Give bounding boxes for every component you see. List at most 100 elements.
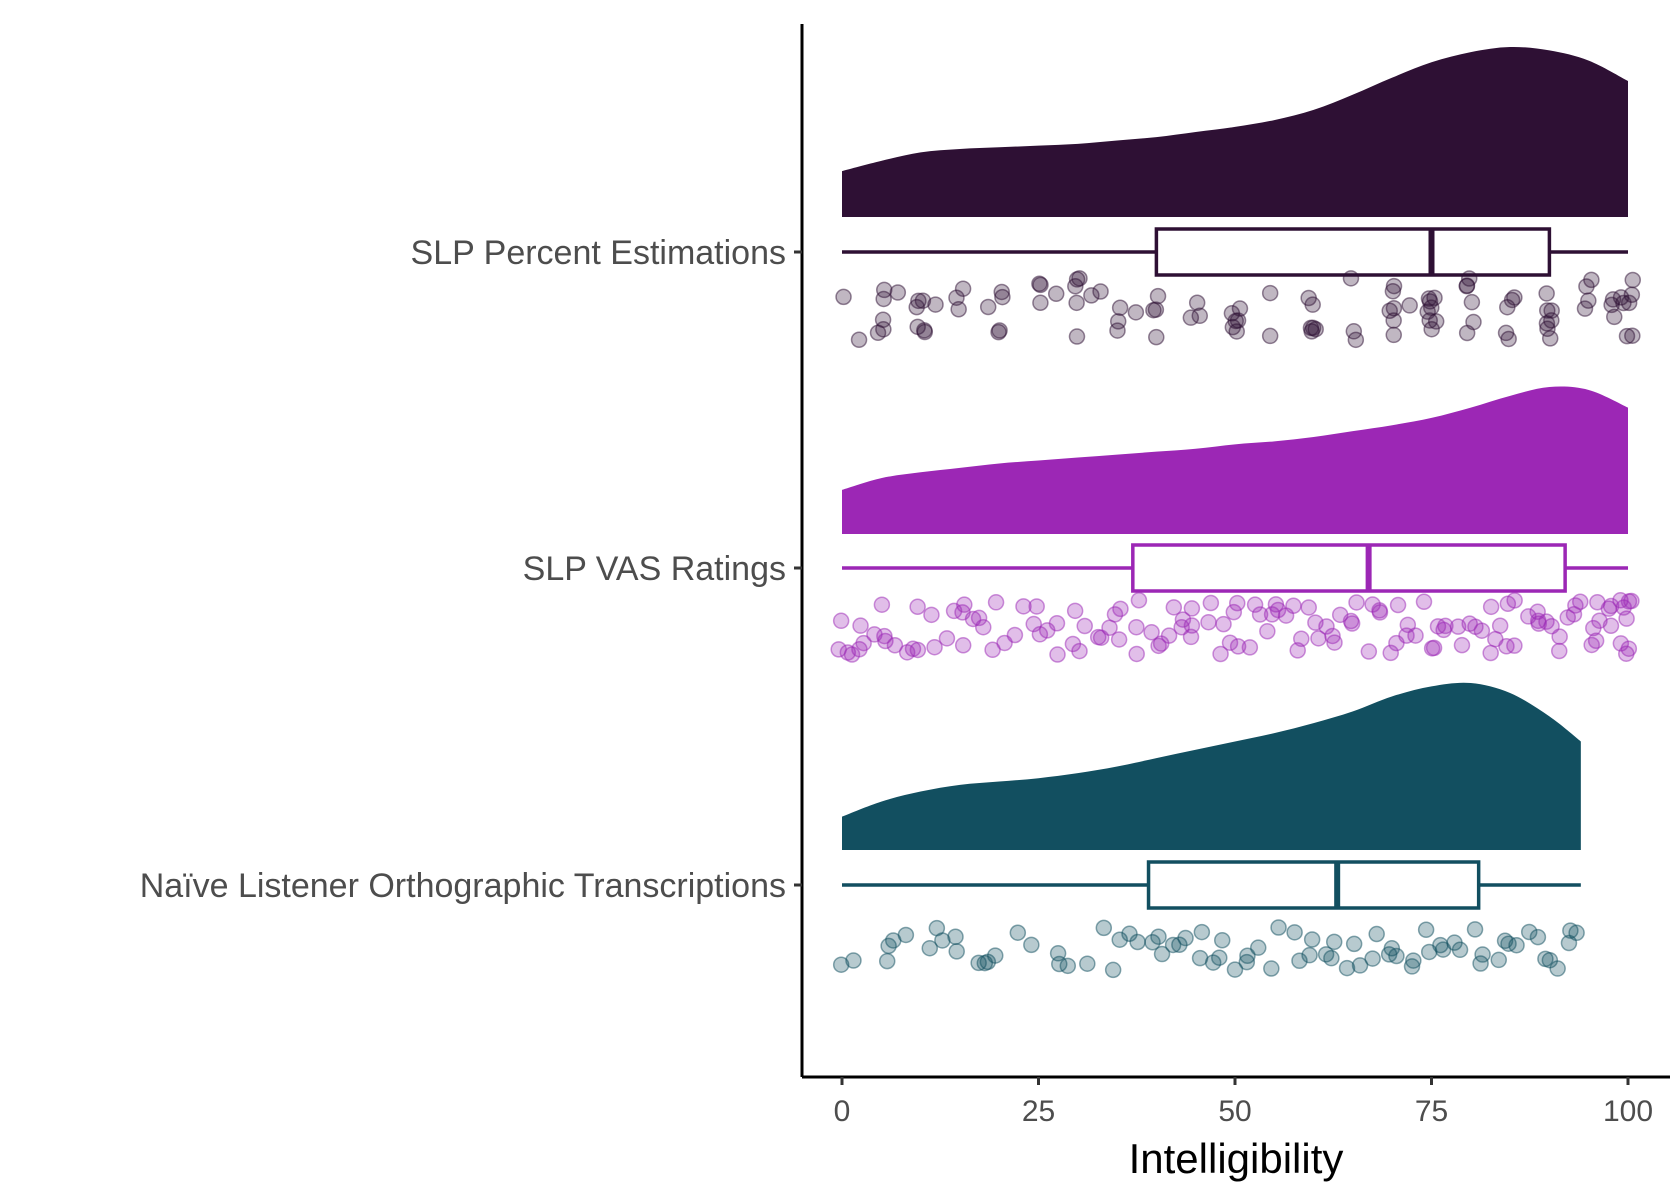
data-point bbox=[1067, 277, 1084, 295]
data-point bbox=[1006, 626, 1024, 644]
data-point bbox=[1388, 947, 1405, 965]
data-point bbox=[1382, 644, 1399, 662]
x-tick-label: 25 bbox=[1022, 1095, 1055, 1128]
box bbox=[1131, 543, 1567, 593]
data-point bbox=[1520, 923, 1538, 941]
data-point bbox=[886, 636, 904, 654]
data-point bbox=[1188, 294, 1206, 311]
density-area bbox=[842, 682, 1581, 850]
data-point bbox=[910, 292, 927, 310]
y-axis: SLP Percent Estimations SLP VAS Ratings Na… bbox=[140, 24, 804, 1077]
data-point bbox=[1071, 270, 1088, 287]
data-point bbox=[1551, 628, 1568, 645]
data-point bbox=[1300, 289, 1317, 307]
y-tick-label: Naïve Listener Orthographic Transcriptio… bbox=[140, 867, 786, 905]
data-point bbox=[1150, 928, 1167, 945]
data-point bbox=[1543, 312, 1560, 329]
data-point bbox=[876, 627, 893, 645]
data-point bbox=[1615, 599, 1632, 616]
data-point bbox=[908, 298, 925, 316]
data-point bbox=[948, 943, 965, 960]
data-point bbox=[1047, 285, 1065, 303]
density-area bbox=[842, 386, 1628, 534]
data-point bbox=[1083, 287, 1100, 304]
data-point bbox=[1342, 270, 1360, 287]
data-point bbox=[1401, 297, 1418, 314]
data-point bbox=[947, 928, 964, 946]
data-point bbox=[1364, 950, 1381, 967]
box bbox=[1146, 860, 1481, 910]
data-point bbox=[1323, 949, 1340, 967]
data-point bbox=[1148, 328, 1165, 346]
data-point bbox=[1550, 642, 1568, 660]
data-point bbox=[1307, 320, 1324, 338]
data-point bbox=[1405, 952, 1422, 969]
data-point bbox=[1015, 598, 1032, 615]
data-point bbox=[1079, 955, 1096, 972]
data-point bbox=[1466, 921, 1484, 938]
data-point bbox=[954, 637, 972, 654]
data-point bbox=[1423, 299, 1440, 316]
x-axis-title: Intelligibility bbox=[1129, 1135, 1344, 1182]
data-point bbox=[1111, 299, 1129, 316]
data-point bbox=[873, 596, 891, 613]
data-point bbox=[1127, 304, 1145, 321]
data-point bbox=[1453, 636, 1471, 654]
data-point bbox=[1270, 919, 1287, 936]
data-point bbox=[1345, 323, 1363, 340]
data-point bbox=[956, 596, 973, 613]
data-point bbox=[1231, 300, 1249, 317]
data-point bbox=[1228, 594, 1246, 612]
data-point bbox=[1463, 293, 1481, 311]
data-point bbox=[1612, 635, 1630, 652]
data-point bbox=[1213, 932, 1231, 949]
data-point bbox=[1109, 313, 1127, 330]
x-tick-label: 75 bbox=[1415, 1095, 1448, 1128]
data-point bbox=[909, 598, 926, 616]
data-point bbox=[1285, 597, 1302, 615]
data-point bbox=[1506, 289, 1523, 306]
data-point bbox=[1182, 309, 1200, 326]
data-point bbox=[875, 281, 893, 299]
data-point bbox=[1143, 624, 1160, 641]
data-point bbox=[1130, 591, 1148, 609]
x-tick-label: 50 bbox=[1218, 1095, 1251, 1128]
data-point bbox=[852, 617, 869, 634]
data-point bbox=[1049, 646, 1066, 663]
data-point bbox=[1111, 931, 1128, 948]
data-point bbox=[1153, 945, 1171, 963]
data-point bbox=[1177, 929, 1194, 947]
data-point bbox=[1351, 957, 1369, 974]
x-axis: 0 25 50 75 100 bbox=[802, 1075, 1670, 1128]
data-point bbox=[1417, 921, 1435, 938]
data-point bbox=[1490, 951, 1507, 969]
y-tick-label: SLP Percent Estimations bbox=[411, 234, 786, 272]
data-point bbox=[1461, 615, 1478, 632]
data-point bbox=[1068, 294, 1085, 312]
data-point bbox=[1618, 327, 1636, 345]
data-point bbox=[1301, 946, 1318, 964]
data-point bbox=[1261, 284, 1279, 302]
data-point bbox=[1150, 637, 1167, 655]
data-point bbox=[1624, 327, 1641, 344]
data-point bbox=[1458, 277, 1476, 294]
data-point bbox=[1389, 596, 1407, 614]
series-group bbox=[832, 682, 1585, 979]
data-point bbox=[950, 301, 967, 318]
y-tick-label: SLP VAS Ratings bbox=[523, 550, 786, 588]
data-point bbox=[1572, 593, 1589, 610]
data-point bbox=[1076, 617, 1093, 635]
data-point bbox=[1345, 935, 1363, 953]
x-tick-label: 0 bbox=[834, 1095, 851, 1128]
data-point bbox=[993, 283, 1010, 301]
data-point bbox=[889, 284, 907, 301]
data-point bbox=[1092, 283, 1109, 300]
data-point bbox=[1506, 592, 1523, 609]
data-point bbox=[1415, 593, 1433, 610]
data-point bbox=[1225, 603, 1243, 621]
data-point bbox=[832, 956, 850, 973]
data-point bbox=[1538, 285, 1555, 302]
data-point bbox=[1028, 598, 1045, 615]
data-point bbox=[1620, 640, 1638, 657]
data-point bbox=[1215, 615, 1232, 633]
